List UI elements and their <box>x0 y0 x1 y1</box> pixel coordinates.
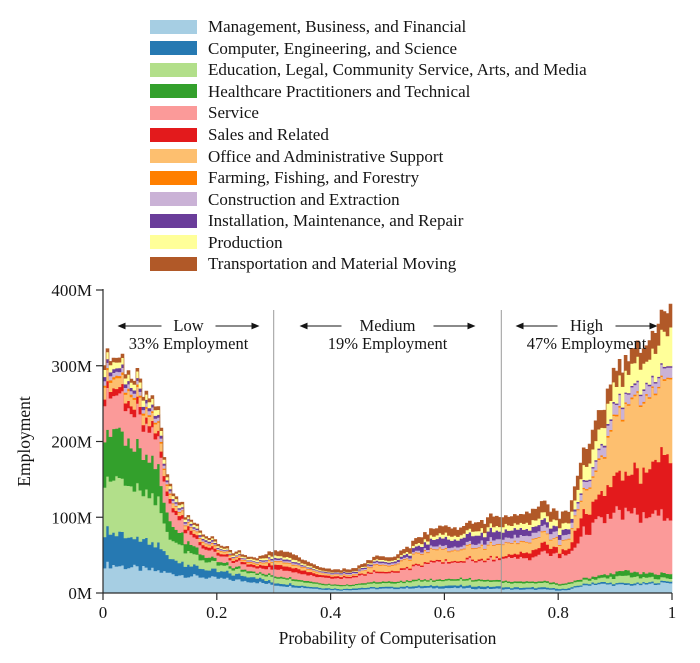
legend-swatch <box>150 41 197 56</box>
legend-item: Healthcare Practitioners and Technical <box>150 81 587 103</box>
legend-swatch <box>150 192 197 207</box>
legend-swatch <box>150 62 197 77</box>
legend-item: Sales and Related <box>150 124 587 146</box>
x-tick-label: 0 <box>99 603 108 622</box>
x-tick-label: 0.2 <box>206 603 227 622</box>
x-tick-label: 0.6 <box>434 603 455 622</box>
y-tick-label: 400M <box>51 281 92 300</box>
y-tick-label: 100M <box>51 508 92 527</box>
legend: Management, Business, and Financial Compu… <box>150 16 587 275</box>
legend-label: Installation, Maintenance, and Repair <box>208 211 464 231</box>
stacked-areas <box>102 303 673 594</box>
legend-swatch <box>150 149 197 164</box>
zone-annotations: Low 33% Employment Medium 19% Employment… <box>129 316 647 353</box>
zone-low-employment: 33% Employment <box>129 334 249 353</box>
legend-swatch <box>150 84 197 99</box>
right-arrowhead-icon <box>649 322 658 330</box>
legend-swatch <box>150 105 197 120</box>
legend-label: Healthcare Practitioners and Technical <box>208 81 471 101</box>
legend-label: Sales and Related <box>208 125 329 144</box>
legend-label: Office and Administrative Support <box>208 146 444 166</box>
legend-label: Construction and Extraction <box>208 189 400 209</box>
zone-medium-employment: 19% Employment <box>328 334 448 353</box>
legend-label: Education, Legal, Community Service, Art… <box>208 60 587 80</box>
x-tick-label: 0.8 <box>548 603 569 622</box>
zone-divider-lines <box>273 310 502 593</box>
zone-high-employment: 47% Employment <box>527 334 647 353</box>
legend-item: Service <box>150 102 587 124</box>
legend-label: Production <box>208 232 283 252</box>
y-tick-label: 200M <box>51 433 92 452</box>
legend-label: Transportation and Material Moving <box>208 254 457 274</box>
left-arrowhead-icon <box>117 322 126 330</box>
tick-marks-and-labels: 0M 100M 200M 300M 400M 0 0.2 0.4 0.6 0.8 1 <box>51 281 676 622</box>
right-arrowhead-icon <box>251 322 260 330</box>
legend-swatch <box>150 235 197 250</box>
legend-swatch <box>150 127 197 142</box>
y-tick-label: 300M <box>51 357 92 376</box>
legend-swatch <box>150 213 197 228</box>
x-axis-title: Probability of Computerisation <box>279 628 497 648</box>
legend-item: Education, Legal, Community Service, Art… <box>150 59 587 81</box>
area-transportation-and-material-moving <box>102 303 673 573</box>
y-tick-label: 0M <box>68 584 92 603</box>
legend-label: Service <box>208 103 259 123</box>
legend-item: Construction and Extraction <box>150 188 587 210</box>
legend-label: Farming, Fishing, and Forestry <box>208 168 420 188</box>
left-arrowhead-icon <box>515 322 524 330</box>
legend-item: Management, Business, and Financial <box>150 16 587 38</box>
zone-low-label: Low <box>173 316 203 335</box>
legend-swatch <box>150 256 197 271</box>
y-axis-title: Employment <box>14 396 34 487</box>
legend-item: Production <box>150 231 587 253</box>
legend-item: Transportation and Material Moving <box>150 253 587 275</box>
zone-high-label: High <box>570 316 604 335</box>
zone-medium-label: Medium <box>360 316 416 335</box>
x-tick-label: 0.4 <box>320 603 342 622</box>
zone-arrows <box>117 322 658 330</box>
legend-item: Farming, Fishing, and Forestry <box>150 167 587 189</box>
x-tick-label: 1 <box>668 603 677 622</box>
left-arrowhead-icon <box>299 322 308 330</box>
legend-swatch <box>150 19 197 34</box>
legend-label: Management, Business, and Financial <box>208 17 467 37</box>
right-arrowhead-icon <box>467 322 476 330</box>
legend-item: Office and Administrative Support <box>150 145 587 167</box>
legend-label: Computer, Engineering, and Science <box>208 38 458 58</box>
legend-swatch <box>150 170 197 185</box>
legend-item: Installation, Maintenance, and Repair <box>150 210 587 232</box>
legend-item: Computer, Engineering, and Science <box>150 38 587 60</box>
